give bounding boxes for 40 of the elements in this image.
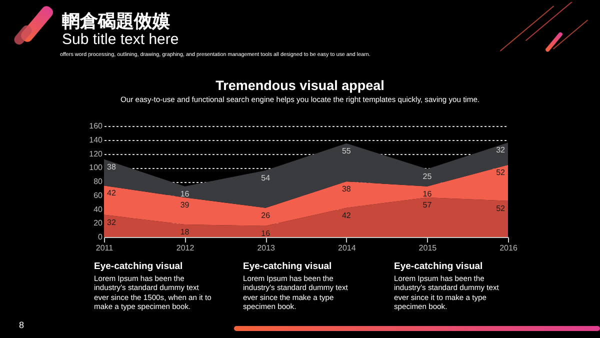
- data-label: 39: [180, 200, 190, 210]
- data-label: 32: [496, 146, 506, 155]
- y-tick-label: 80: [94, 177, 104, 186]
- y-tick-label: 140: [89, 135, 104, 144]
- x-tick-label: 2011: [96, 244, 114, 252]
- data-label: 16: [180, 189, 190, 198]
- data-label: 32: [107, 218, 116, 227]
- y-tick-label: 100: [89, 163, 104, 172]
- data-label: 25: [422, 172, 432, 182]
- y-tick-label: 0: [98, 232, 104, 242]
- x-tick-label: 2014: [338, 244, 356, 252]
- text: 8: [19, 320, 24, 330]
- data-label: 42: [107, 188, 116, 198]
- text: Eye-catching visual: [243, 261, 332, 272]
- text: Eye-catching visual: [394, 261, 483, 272]
- x-tick-label: 2012: [176, 244, 195, 252]
- y-tick-label: 40: [94, 204, 104, 214]
- y-tick-label: 20: [94, 218, 104, 228]
- x-tick-label: 2015: [418, 244, 438, 252]
- y-tick-label: 60: [94, 190, 104, 200]
- data-label: 55: [342, 146, 352, 156]
- data-label: 57: [422, 200, 432, 210]
- text: Eye-catching visual: [94, 261, 183, 272]
- data-label: 38: [107, 162, 116, 172]
- text: Sub title text here: [62, 31, 179, 48]
- data-label: 26: [261, 210, 271, 220]
- data-label: 18: [180, 228, 190, 237]
- data-label: 52: [496, 168, 506, 177]
- data-label: 52: [496, 204, 506, 213]
- y-tick-label: 160: [89, 122, 104, 130]
- data-label: 38: [342, 184, 352, 194]
- data-label: 54: [261, 173, 271, 182]
- y-tick-label: 120: [89, 149, 104, 158]
- data-label: 16: [261, 228, 271, 238]
- chart-title: Tremendous visual appeal: [214, 78, 386, 93]
- x-tick-label: 2016: [500, 244, 518, 252]
- text: 輞倉碣題傚嫫: [62, 10, 170, 33]
- x-tick-label: 2013: [257, 244, 276, 252]
- data-label: 42: [342, 210, 352, 220]
- data-label: 16: [422, 189, 432, 198]
